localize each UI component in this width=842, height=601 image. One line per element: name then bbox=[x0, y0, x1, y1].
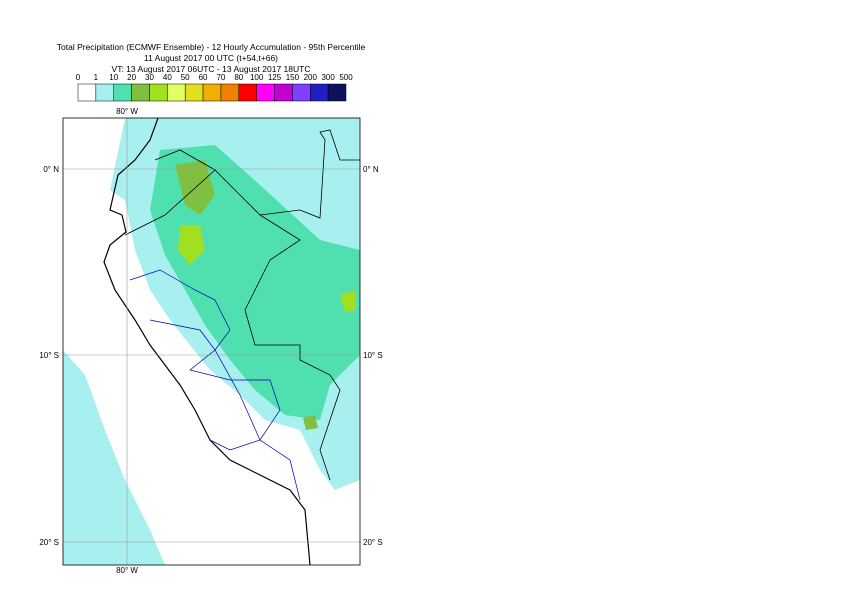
map-frame bbox=[62, 117, 361, 566]
colorbar-label: 200 bbox=[304, 73, 318, 82]
colorbar-label: 80 bbox=[234, 73, 243, 82]
colorbar-box bbox=[256, 83, 275, 102]
colorbar-box bbox=[184, 83, 204, 102]
colorbar-box bbox=[292, 83, 311, 102]
colorbar-box bbox=[220, 83, 240, 102]
border bbox=[244, 214, 341, 481]
colorbar-box bbox=[77, 83, 97, 102]
colorbar-box bbox=[95, 83, 114, 102]
colorbar-label: 300 bbox=[321, 73, 335, 82]
colorbar-box bbox=[238, 83, 257, 102]
lon-label: 80° W bbox=[116, 566, 138, 575]
title: 11 August 2017 00 UTC (t+54,t+66) bbox=[144, 53, 278, 63]
title-block: Total Precipitation (ECMWF Ensemble) - 1… bbox=[57, 42, 366, 74]
colorbar-label: 30 bbox=[145, 73, 154, 82]
colorbar-label: 1 bbox=[94, 73, 99, 82]
colorbar-box bbox=[131, 83, 150, 102]
lat-label: 20° S bbox=[363, 538, 383, 547]
colorbar-label: 20 bbox=[127, 73, 136, 82]
colorbar-label: 70 bbox=[216, 73, 225, 82]
ocean-precip bbox=[63, 350, 165, 565]
colorbar-label: 50 bbox=[181, 73, 190, 82]
colorbar-box bbox=[149, 83, 168, 102]
colorbar-box bbox=[274, 83, 293, 102]
precip-green bbox=[178, 225, 205, 265]
lat-label: 10° S bbox=[363, 351, 383, 360]
colorbar-label: 150 bbox=[286, 73, 300, 82]
precip-teal bbox=[150, 145, 360, 420]
coastline bbox=[103, 118, 311, 565]
map bbox=[63, 118, 360, 565]
colorbar-box bbox=[310, 83, 329, 102]
colorbar-label: 0 bbox=[76, 73, 81, 82]
border bbox=[154, 129, 360, 219]
border bbox=[124, 169, 216, 236]
lat-label: 0° N bbox=[363, 165, 379, 174]
colorbar-label: 500 bbox=[339, 73, 353, 82]
precip-green bbox=[340, 290, 356, 312]
title: VT: 13 August 2017 06UTC - 13 August 201… bbox=[112, 64, 311, 74]
lon-label: 80° W bbox=[116, 107, 138, 116]
lat-label: 0° N bbox=[43, 165, 59, 174]
colorbar-label: 10 bbox=[109, 73, 118, 82]
colorbar-label: 100 bbox=[250, 73, 264, 82]
colorbar-box bbox=[167, 83, 186, 102]
colorbar-box bbox=[327, 83, 347, 102]
region-border bbox=[149, 319, 301, 501]
colorbar-box bbox=[202, 83, 222, 102]
colorbar-label: 60 bbox=[199, 73, 208, 82]
colorbar-label: 40 bbox=[163, 73, 172, 82]
colorbar-box bbox=[113, 83, 132, 102]
title: Total Precipitation (ECMWF Ensemble) - 1… bbox=[57, 42, 366, 52]
lat-label: 10° S bbox=[39, 351, 59, 360]
colorbar-label: 125 bbox=[268, 73, 282, 82]
precip-green bbox=[303, 415, 318, 430]
colorbar: 0 1 10 20 30 40 50 60 70 80 100 125 150 200 300 500 bbox=[76, 73, 353, 102]
lat-label: 20° S bbox=[39, 538, 59, 547]
